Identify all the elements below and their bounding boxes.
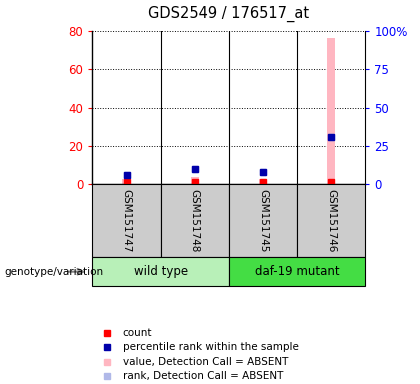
Bar bbox=[229, 257, 365, 286]
Text: GSM151745: GSM151745 bbox=[258, 189, 268, 253]
Text: wild type: wild type bbox=[134, 265, 188, 278]
Text: daf-19 mutant: daf-19 mutant bbox=[255, 265, 339, 278]
Bar bbox=[92, 184, 161, 257]
Text: count: count bbox=[123, 328, 152, 338]
Text: rank, Detection Call = ABSENT: rank, Detection Call = ABSENT bbox=[123, 371, 283, 381]
Bar bbox=[229, 184, 297, 257]
Bar bbox=[123, 179, 131, 184]
Bar bbox=[92, 257, 229, 286]
Bar bbox=[161, 184, 229, 257]
Bar bbox=[327, 38, 336, 184]
Bar bbox=[297, 184, 365, 257]
Bar bbox=[191, 177, 199, 184]
Text: GSM151746: GSM151746 bbox=[326, 189, 336, 253]
Text: GSM151748: GSM151748 bbox=[190, 189, 200, 253]
Text: value, Detection Call = ABSENT: value, Detection Call = ABSENT bbox=[123, 357, 288, 367]
Bar bbox=[259, 179, 267, 184]
Text: GSM151747: GSM151747 bbox=[121, 189, 131, 253]
Text: genotype/variation: genotype/variation bbox=[4, 266, 103, 277]
Text: percentile rank within the sample: percentile rank within the sample bbox=[123, 342, 299, 353]
Text: GDS2549 / 176517_at: GDS2549 / 176517_at bbox=[148, 5, 310, 22]
